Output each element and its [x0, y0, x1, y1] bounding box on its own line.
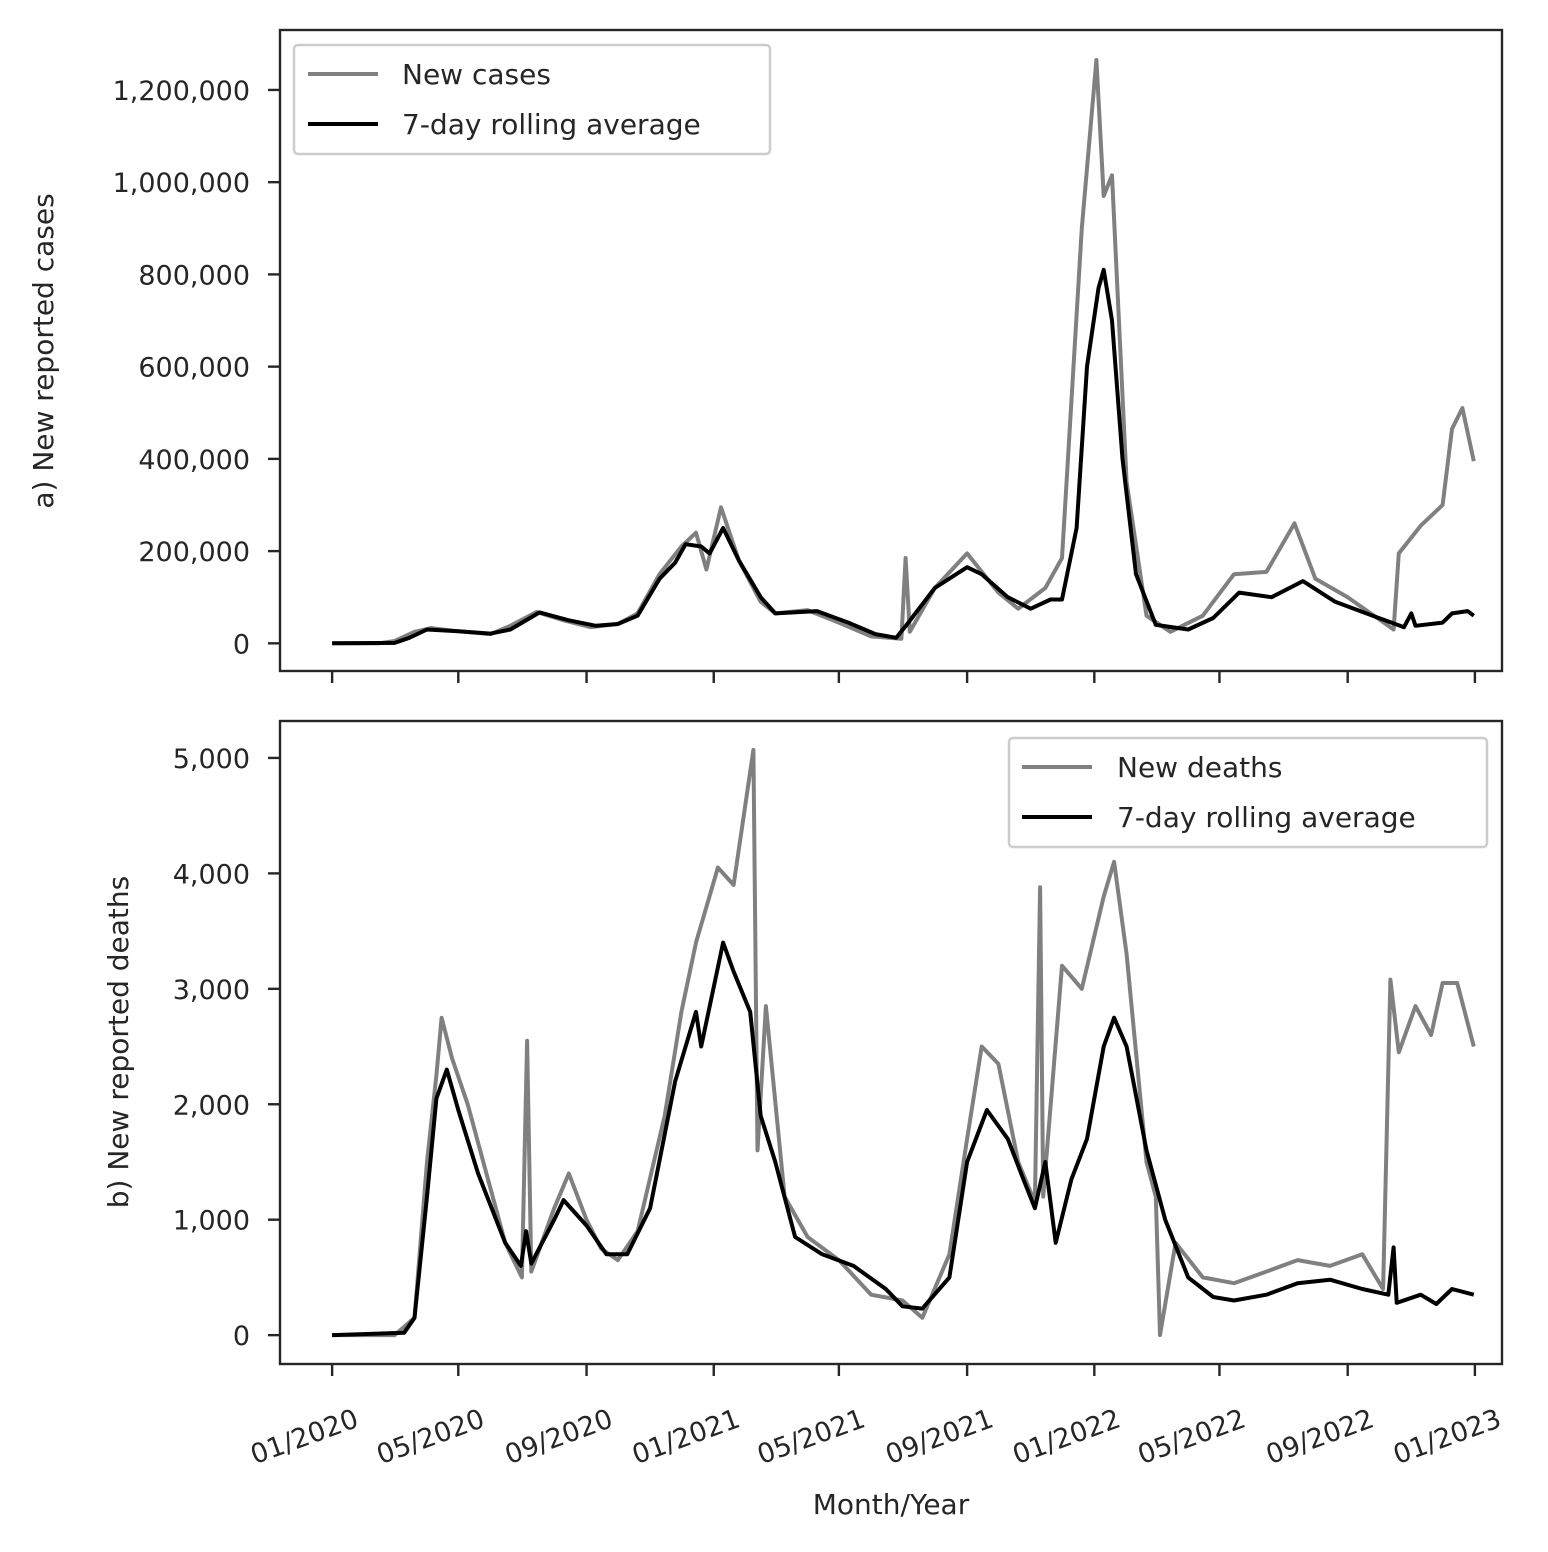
panel-a-series-lines — [332, 58, 1476, 646]
panel-b-series-rolling-average-line — [332, 940, 1475, 1338]
panel-a-y-tick-label: 600,000 — [138, 353, 250, 384]
panel-a-legend-label-rolling-average: 7-day rolling average — [402, 108, 701, 141]
x-axis-label: Month/Year — [813, 1488, 970, 1521]
panel-a-x-ticks — [330, 671, 1477, 683]
panel-b-legend-label-new-deaths: New deaths — [1117, 751, 1282, 784]
panel-b-y-tick-label: 2,000 — [173, 1090, 250, 1121]
panel-b-series-lines — [332, 747, 1476, 1338]
panel-b-x-ticks — [330, 1364, 1477, 1376]
panel-a-y-tick-label: 0 — [233, 629, 250, 660]
panel-a-new-cases: 0 200,000 400,000 600,000 800,000 1,000,000 1,… — [27, 28, 1504, 683]
panel-b-legend-box — [1007, 736, 1489, 849]
panel-a-y-tick-label: 1,000,000 — [113, 168, 250, 199]
panel-a-legend-box — [292, 43, 772, 156]
panel-a-y-tick-label: 800,000 — [138, 260, 250, 291]
panel-a-y-tick-label: 200,000 — [138, 537, 250, 568]
panel-b-y-axis-label: b) New reported deaths — [102, 876, 135, 1208]
panel-a-y-tick-label: 400,000 — [138, 445, 250, 476]
panel-a-legend-label-new-cases: New cases — [402, 58, 551, 91]
panel-a-series-rolling-average-line — [332, 267, 1475, 646]
panel-a-frame — [278, 28, 1504, 673]
panel-a-y-tick-label: 1,200,000 — [113, 76, 250, 107]
panel-b-legend-label-rolling-average: 7-day rolling average — [1117, 801, 1416, 834]
panel-a-y-ticks: 0 200,000 400,000 600,000 800,000 1,000,000 1,… — [113, 76, 280, 660]
panel-a-y-axis-label: a) New reported cases — [27, 193, 60, 508]
panel-b-y-tick-label: 0 — [233, 1321, 250, 1352]
panel-b-y-tick-label: 3,000 — [173, 975, 250, 1006]
panel-b-y-ticks: 0 1,000 2,000 3,000 4,000 5,000 — [173, 744, 280, 1352]
panel-b-y-tick-label: 4,000 — [173, 859, 250, 890]
panel-b-y-tick-label: 5,000 — [173, 744, 250, 775]
panel-b-frame — [278, 719, 1504, 1366]
panel-a-legend: New cases 7-day rolling average — [292, 43, 772, 156]
panel-b-new-deaths: 0 1,000 2,000 3,000 4,000 5,000 b) New report… — [102, 719, 1504, 1376]
panel-b-y-tick-label: 1,000 — [173, 1206, 250, 1237]
panel-b-legend: New deaths 7-day rolling average — [1007, 736, 1489, 849]
